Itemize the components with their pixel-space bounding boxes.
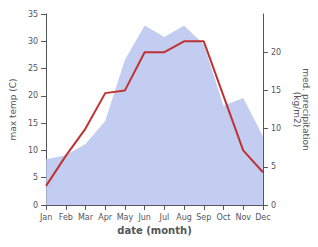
svg-text:Jan: Jan — [39, 213, 52, 222]
svg-text:35: 35 — [28, 10, 38, 19]
svg-text:Dec: Dec — [255, 213, 270, 222]
svg-text:med. precipitation: med. precipitation — [300, 68, 311, 151]
svg-text:5: 5 — [33, 173, 38, 182]
svg-text:Oct: Oct — [217, 213, 231, 222]
svg-text:max temp (C): max temp (C) — [8, 78, 18, 140]
svg-text:20: 20 — [271, 48, 281, 57]
svg-text:0: 0 — [271, 201, 276, 210]
svg-text:Sep: Sep — [196, 213, 211, 222]
svg-text:15: 15 — [28, 119, 38, 128]
svg-text:Nov: Nov — [235, 213, 251, 222]
svg-text:Aug: Aug — [176, 213, 192, 222]
svg-text:25: 25 — [28, 64, 38, 73]
svg-text:0: 0 — [33, 201, 38, 210]
svg-text:May: May — [117, 213, 134, 222]
svg-text:(kg/m2): (kg/m2) — [292, 92, 302, 127]
svg-text:Mar: Mar — [78, 213, 94, 222]
svg-text:30: 30 — [28, 37, 38, 46]
svg-text:5: 5 — [271, 162, 276, 171]
svg-text:Feb: Feb — [59, 213, 73, 222]
svg-text:20: 20 — [28, 91, 38, 100]
svg-text:Jul: Jul — [159, 213, 170, 222]
svg-text:10: 10 — [28, 146, 38, 155]
svg-text:10: 10 — [271, 124, 281, 133]
svg-text:date (month): date (month) — [117, 225, 191, 236]
svg-text:15: 15 — [271, 86, 281, 95]
svg-text:Apr: Apr — [98, 213, 113, 222]
svg-text:Jun: Jun — [137, 213, 151, 222]
